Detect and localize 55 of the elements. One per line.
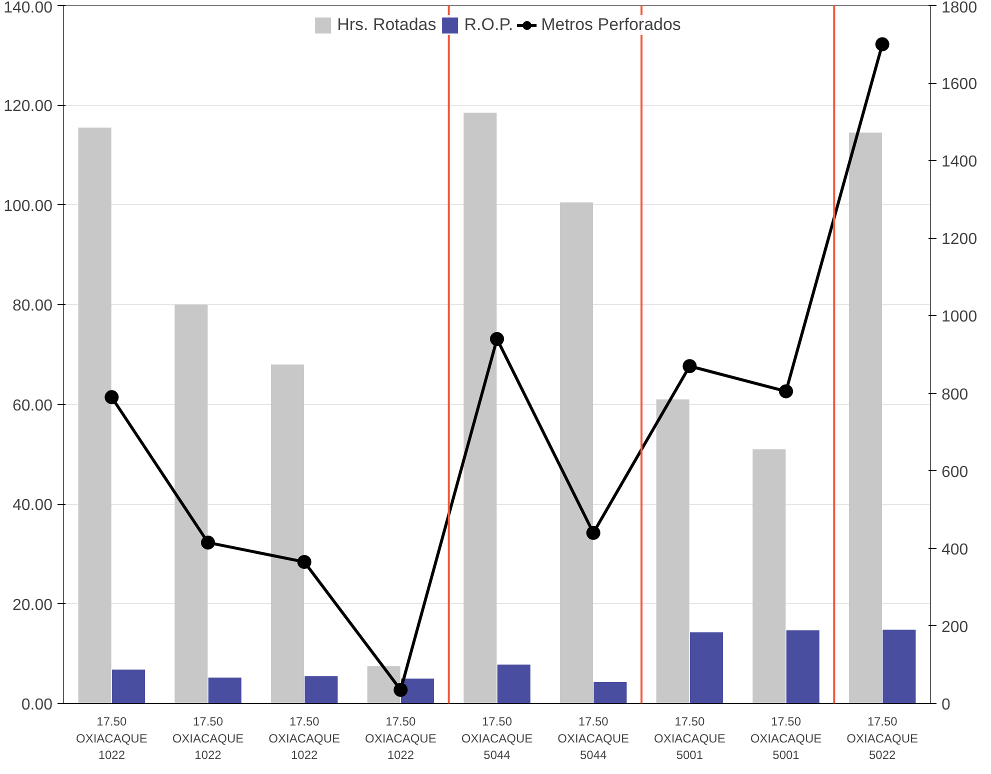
bar <box>270 364 304 704</box>
bar <box>594 682 627 704</box>
x-tick-label: 17.50 OXIACAQUE 5044 <box>558 714 630 762</box>
x-tick-label: 17.50 OXIACAQUE 5044 <box>461 714 533 762</box>
y2-tick-label: 400 <box>942 541 968 558</box>
bar <box>304 676 338 704</box>
bar <box>208 678 242 704</box>
bar <box>882 630 916 704</box>
y2-tick-label: 600 <box>942 464 968 481</box>
point <box>779 384 793 398</box>
y2-tick-label: 1800 <box>942 0 978 16</box>
point <box>104 390 119 404</box>
bar <box>78 128 112 704</box>
y-tick-label: 40.00 <box>12 497 53 514</box>
bar <box>656 399 690 704</box>
bar <box>690 632 724 704</box>
point <box>875 37 890 52</box>
x-tick-label: 17.50 OXIACAQUE 1022 <box>76 714 148 762</box>
legend-label: R.O.P. <box>464 15 514 35</box>
y-tick-label: 60.00 <box>12 397 53 414</box>
y2-tick-label: 1000 <box>942 308 978 326</box>
y2-tick-label: 200 <box>942 618 968 636</box>
bar <box>174 304 208 704</box>
bar <box>497 664 530 704</box>
y2-tick-label: 1600 <box>942 76 978 94</box>
x-tick-label: 17.50 OXIACAQUE 5022 <box>846 714 918 762</box>
y2-tick-label: 0 <box>942 696 950 714</box>
y2-tick-label: 1400 <box>942 154 978 171</box>
x-tick-label: 17.50 OXIACAQUE 5001 <box>654 714 726 762</box>
bar <box>560 202 593 704</box>
bar <box>464 112 497 704</box>
y-tick-label: 0.00 <box>21 696 53 714</box>
bar <box>752 449 786 704</box>
point <box>394 682 408 697</box>
legend-label: Metros Perforados <box>541 15 681 35</box>
y2-tick-label: 800 <box>942 386 968 404</box>
x-tick-label: 17.50 OXIACAQUE 5001 <box>750 714 822 762</box>
point <box>201 536 215 550</box>
bar <box>848 132 882 704</box>
x-tick-label: 17.50 OXIACAQUE 1022 <box>364 714 436 762</box>
x-tick-label: 17.50 OXIACAQUE 1022 <box>172 714 244 762</box>
y-tick-label: 100.00 <box>4 198 53 215</box>
x-tick-label: 17.50 OXIACAQUE 1022 <box>268 714 340 762</box>
point <box>682 359 697 374</box>
y-tick-label: 20.00 <box>12 596 53 614</box>
legend-label: Hrs. Rotadas <box>337 15 436 35</box>
bar <box>786 630 820 704</box>
y2-tick-label: 1200 <box>942 231 978 248</box>
y-tick-label: 140.00 <box>4 0 53 16</box>
bar <box>112 670 146 704</box>
y-tick-label: 120.00 <box>4 98 53 116</box>
point <box>297 554 312 569</box>
point <box>586 526 600 540</box>
point <box>490 332 504 346</box>
y-tick-label: 80.00 <box>12 298 53 315</box>
